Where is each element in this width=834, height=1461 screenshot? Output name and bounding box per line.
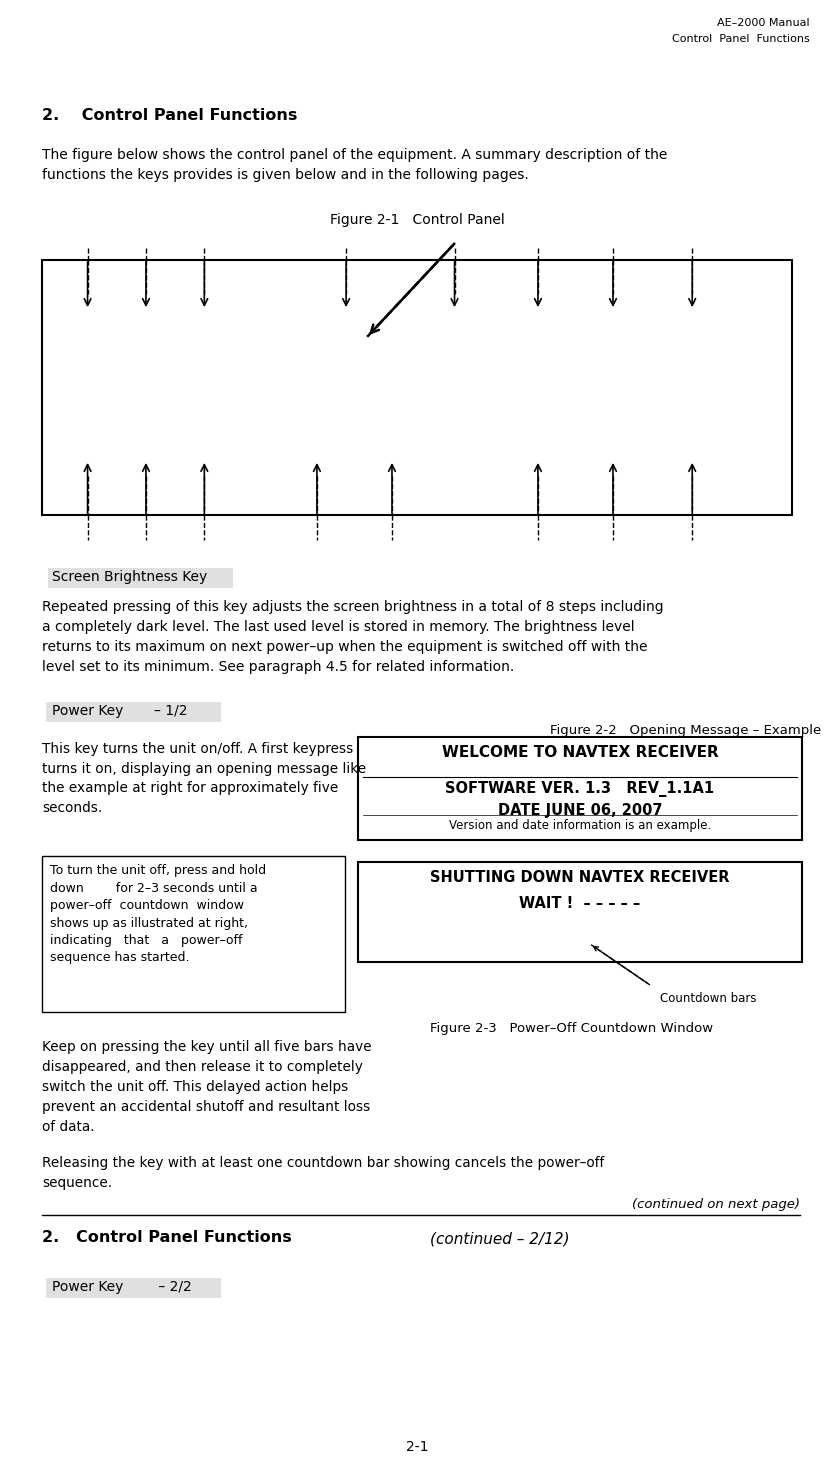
Text: Power Key       – 1/2: Power Key – 1/2 [52,704,188,717]
Text: 2-1: 2-1 [406,1441,428,1454]
Text: Keep on pressing the key until all five bars have
disappeared, and then release : Keep on pressing the key until all five … [42,1040,372,1134]
Text: Figure 2-1   Control Panel: Figure 2-1 Control Panel [329,213,505,226]
Text: AE–2000 Manual: AE–2000 Manual [717,18,810,28]
Text: This key turns the unit on/off. A first keypress
turns it on, displaying an open: This key turns the unit on/off. A first … [42,742,366,814]
Text: Figure 2-2   Opening Message – Example: Figure 2-2 Opening Message – Example [550,725,821,736]
Text: Countdown bars: Countdown bars [660,992,756,1005]
Text: 2.    Control Panel Functions: 2. Control Panel Functions [42,108,298,123]
Text: Power Key        – 2/2: Power Key – 2/2 [52,1280,192,1294]
Bar [46,1278,221,1297]
Text: (continued on next page): (continued on next page) [632,1198,800,1211]
Bar [358,862,802,961]
Text: SOFTWARE VER. 1.3   REV_1.1A1
DATE JUNE 06, 2007: SOFTWARE VER. 1.3 REV_1.1A1 DATE JUNE 06… [445,782,715,818]
Text: Figure 2-3   Power–Off Countdown Window: Figure 2-3 Power–Off Countdown Window [430,1023,713,1034]
Bar [358,736,802,840]
Text: Version and date information is an example.: Version and date information is an examp… [449,820,711,831]
Bar [42,856,345,1012]
Text: WELCOME TO NAVTEX RECEIVER: WELCOME TO NAVTEX RECEIVER [442,745,718,760]
Text: WAIT !  – – – – –: WAIT ! – – – – – [520,896,641,912]
Bar [42,260,792,514]
Text: SHUTTING DOWN NAVTEX RECEIVER: SHUTTING DOWN NAVTEX RECEIVER [430,869,730,885]
Text: The figure below shows the control panel of the equipment. A summary description: The figure below shows the control panel… [42,148,667,183]
Bar [48,568,233,587]
Text: 2.   Control Panel Functions: 2. Control Panel Functions [42,1230,292,1245]
Text: Releasing the key with at least one countdown bar showing cancels the power–off
: Releasing the key with at least one coun… [42,1156,605,1191]
Text: Screen Brightness Key: Screen Brightness Key [52,570,208,584]
Bar [46,701,221,722]
Text: (continued – 2/12): (continued – 2/12) [430,1232,570,1248]
Text: Repeated pressing of this key adjusts the screen brightness in a total of 8 step: Repeated pressing of this key adjusts th… [42,600,664,674]
Text: Control  Panel  Functions: Control Panel Functions [672,34,810,44]
Text: To turn the unit off, press and hold
down        for 2–3 seconds until a
power–o: To turn the unit off, press and hold dow… [50,863,266,964]
